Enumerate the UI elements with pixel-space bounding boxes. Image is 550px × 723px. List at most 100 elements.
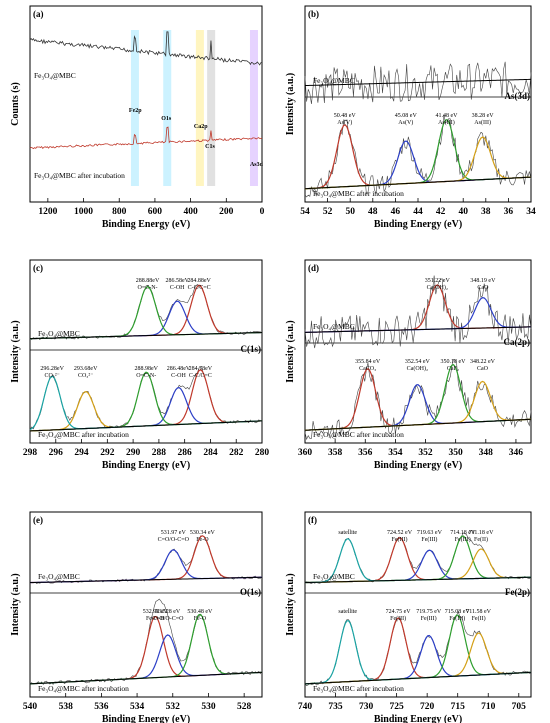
y-axis-title: Intensity (a.u.) <box>10 320 21 383</box>
peak-highlight <box>130 30 139 186</box>
element-label: As3d <box>250 162 264 168</box>
raw-spectrum <box>304 61 532 105</box>
peak-energy-label: 296.28eV <box>40 366 64 372</box>
plot-frame <box>29 259 263 444</box>
peak-energy-label: 41.48 eV <box>435 113 458 119</box>
baseline <box>304 576 532 584</box>
peak-energy-label: 719.75 eV <box>416 609 442 615</box>
peak-species-label: As(V) <box>398 119 413 126</box>
peak-energy-label: 719.63 eV <box>417 530 443 536</box>
peak-species-label: Fe(III) <box>421 536 437 543</box>
peak-species-label: Fe-O-H <box>146 616 165 622</box>
peak-species-label: As(III) <box>438 119 455 126</box>
x-tick-label: 346 <box>509 448 524 458</box>
peak-energy-label: 348.19 eV <box>470 278 496 284</box>
peak-species-label: CaO <box>477 285 489 291</box>
baseline <box>304 176 532 190</box>
x-tick-label: 400 <box>183 207 198 217</box>
peak-species-label: Fe(III) <box>390 615 406 622</box>
peak-species-label: Ca(OH)₂ <box>407 365 428 372</box>
panel-c: (c) 298 296 294 292 290 288 286 284 282 280 Binding… <box>10 259 269 471</box>
peak-energy-label: 286.58eV <box>165 278 189 284</box>
y-axis-title: Intensity (a.u.) <box>285 573 296 636</box>
x-tick-label: 540 <box>23 702 38 712</box>
x-tick-label: 354 <box>388 448 403 458</box>
peak-energy-label: satellite <box>338 609 357 615</box>
x-tick-label: 46 <box>391 207 401 217</box>
region-label: C(1s) <box>241 344 262 354</box>
x-tick-label: 528 <box>237 702 252 712</box>
series-label: Fe₃O₄@MBC <box>34 71 76 80</box>
x-tick-label: 532 <box>166 702 181 712</box>
x-tick-label: 200 <box>219 207 234 217</box>
peak-species-label: CaO <box>477 366 489 372</box>
peak-energy-label: 724.75 eV <box>386 609 412 615</box>
peak-species-label: CO₃²⁻ <box>44 373 59 379</box>
peak-species-label: CaCO₃ <box>359 366 376 372</box>
x-tick-label: 350 <box>449 448 464 458</box>
panel-f: (f) 740 735 730 725 720 715 710 705 Binding Energ… <box>285 511 532 723</box>
x-tick-label: 286 <box>178 448 193 458</box>
x-tick-label: 42 <box>436 207 446 217</box>
fit-peak <box>29 387 263 432</box>
peak-species-label: Fe(II) <box>472 615 486 622</box>
series-label: Fe₃O₄@MBC after incubation <box>313 189 404 198</box>
peak-species-label: C=O/O-C=O <box>158 537 190 543</box>
peak-energy-label: 351.22 eV <box>425 278 451 284</box>
peak-highlight <box>207 30 216 186</box>
x-tick-label: 800 <box>112 207 127 217</box>
peak-energy-label: 714.18 eV <box>450 530 476 536</box>
peak-highlight <box>249 30 258 186</box>
peak-species-label: Fe(III) <box>421 615 437 622</box>
peak-species-label: C-OH <box>171 373 186 379</box>
peak-energy-label: 531.97 eV <box>161 530 187 536</box>
panel-d: (d) 360 358 356 354 352 350 348 346 Binding Energ… <box>285 259 532 471</box>
series-label: Fe₃O₄@MBC <box>38 329 80 338</box>
x-tick-label: 705 <box>512 702 527 712</box>
peak-species-label: Fe(III) <box>392 536 408 543</box>
series-label: Fe₃O₄@MBC <box>38 572 80 581</box>
x-tick-label: 536 <box>94 702 109 712</box>
x-tick-label: 44 <box>413 207 423 217</box>
element-label: Ca2p <box>194 124 208 130</box>
plot-frame <box>304 5 532 203</box>
x-tick-label: 36 <box>504 207 514 217</box>
survey-spectrum <box>29 126 263 150</box>
x-axis-title: Binding Energy (eV) <box>102 714 190 723</box>
peak-energy-label: 711.58 eV <box>466 609 491 615</box>
x-tick-label: 530 <box>201 702 216 712</box>
fit-peak <box>304 140 532 190</box>
fit-peak <box>29 634 263 685</box>
peak-energy-label: 715.08 eV <box>445 609 471 615</box>
y-axis-title: Intensity (a.u.) <box>285 320 296 383</box>
x-tick-label: 352 <box>418 448 433 458</box>
peak-species-label: Fe-O <box>194 616 207 622</box>
peak-species-label: O=C-N- <box>138 285 158 291</box>
panel-label: (c) <box>33 263 43 273</box>
peak-energy-label: 293.68eV <box>74 366 98 372</box>
fit-peak <box>304 384 532 431</box>
peak-energy-label: 532.28 eV <box>155 609 181 615</box>
region-label: O(1s) <box>240 587 261 597</box>
y-axis-title: Intensity (a.u.) <box>10 573 21 636</box>
series-label: Fe₃O₄@MBC <box>313 76 355 85</box>
peak-species-label: Fe(III) <box>449 615 465 622</box>
peak-species-label: Fe(II) <box>474 536 488 543</box>
x-axis-title: Binding Energy (eV) <box>374 714 462 723</box>
baseline <box>304 326 532 333</box>
x-axis-title: Binding Energy (eV) <box>374 219 462 230</box>
x-tick-label: 1200 <box>38 207 57 217</box>
x-tick-label: 52 <box>323 207 333 217</box>
element-label: Fe2p <box>129 108 142 114</box>
baseline <box>304 671 532 685</box>
x-tick-label: 534 <box>130 702 145 712</box>
peak-energy-label: 348.22 eV <box>470 359 496 365</box>
peak-energy-label: satellite <box>338 530 357 536</box>
x-axis-title: Binding Energy (eV) <box>374 460 462 471</box>
series-label: Fe₃O₄@MBC after incubation <box>38 430 129 439</box>
x-tick-label: 725 <box>389 702 404 712</box>
x-tick-label: 360 <box>298 448 313 458</box>
raw-spectrum <box>304 114 532 198</box>
panel-b: (b) 54 52 50 48 46 44 42 40 38 36 34 Binding Energy … <box>285 5 536 230</box>
peak-energy-label: 530.48 eV <box>187 609 213 615</box>
